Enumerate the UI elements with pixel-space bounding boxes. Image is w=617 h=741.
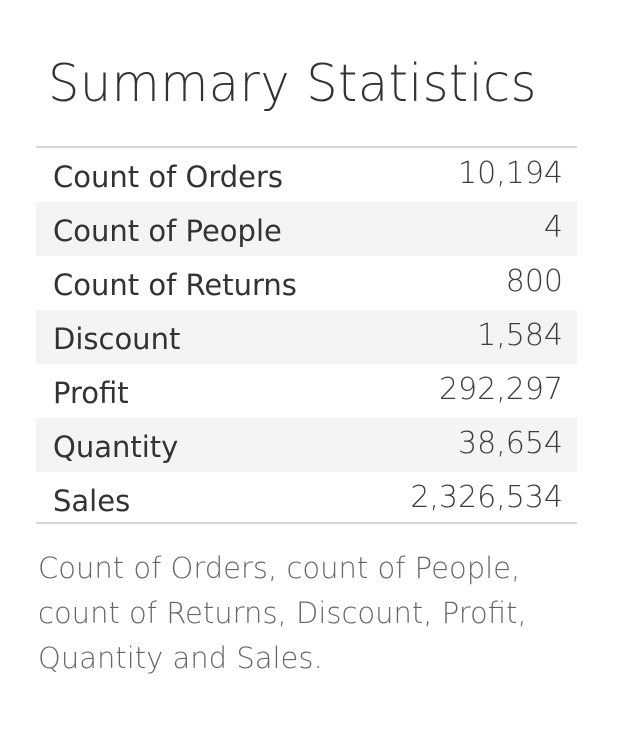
- row-value: 38,654: [458, 426, 563, 461]
- row-label: Count of People: [53, 214, 282, 248]
- table-row: Count of People 4: [36, 202, 577, 256]
- row-label: Count of Orders: [53, 160, 284, 194]
- row-value: 800: [505, 264, 563, 299]
- row-value: 292,297: [438, 372, 563, 407]
- row-value: 2,326,534: [410, 480, 563, 515]
- page-title: Summary Statistics: [48, 54, 537, 114]
- row-label: Sales: [53, 484, 131, 518]
- table-row: Quantity 38,654: [36, 418, 577, 472]
- table-row: Count of Returns 800: [36, 256, 577, 310]
- table-caption: Count of Orders, count of People, count …: [38, 551, 527, 675]
- table-row: Discount 1,584: [36, 310, 577, 364]
- row-value: 10,194: [458, 156, 563, 191]
- row-label: Discount: [53, 322, 181, 356]
- row-label: Profit: [53, 376, 129, 410]
- row-value: 4: [543, 210, 563, 245]
- row-label: Quantity: [53, 430, 179, 464]
- row-label: Count of Returns: [53, 268, 297, 302]
- table-row: Sales 2,326,534: [36, 472, 577, 526]
- summary-table: Count of Orders 10,194 Count of People 4 Cou…: [36, 146, 577, 524]
- row-value: 1,584: [477, 318, 563, 353]
- table-row: Profit 292,297: [36, 364, 577, 418]
- table-row: Count of Orders 10,194: [36, 148, 577, 202]
